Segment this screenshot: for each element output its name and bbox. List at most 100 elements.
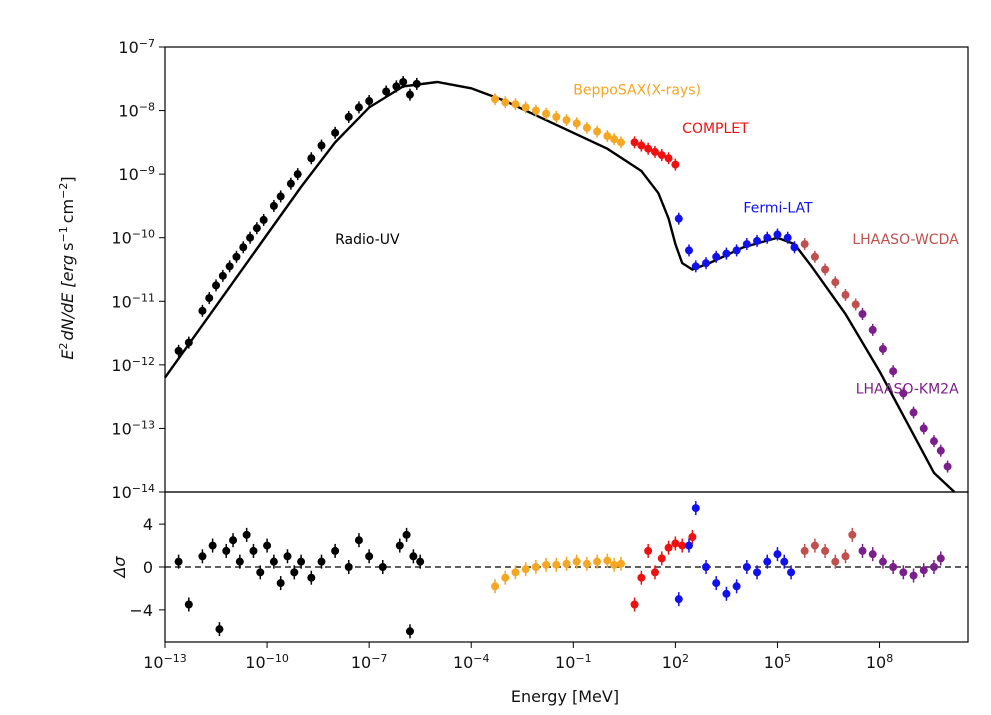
residual-point bbox=[283, 552, 292, 561]
residual-point bbox=[331, 546, 340, 555]
y-tick-label-top: 10−8 bbox=[118, 100, 155, 121]
residual-point bbox=[644, 546, 653, 555]
residual-point bbox=[810, 541, 819, 550]
y-tick-label-top: 10−10 bbox=[111, 227, 155, 248]
data-point bbox=[664, 154, 673, 163]
data-point bbox=[331, 128, 340, 137]
residual-point bbox=[552, 560, 561, 569]
series-fermi-lat bbox=[674, 212, 799, 273]
data-point bbox=[889, 367, 898, 376]
residual-point bbox=[936, 554, 945, 563]
data-point bbox=[511, 100, 520, 109]
y-tick-label-top: 10−13 bbox=[111, 418, 155, 439]
residual-point bbox=[531, 563, 540, 571]
data-point bbox=[198, 306, 207, 315]
data-point bbox=[399, 77, 408, 86]
data-point bbox=[783, 233, 792, 242]
data-point bbox=[722, 249, 731, 258]
ylabel-dn: dN/dE [erg bbox=[58, 255, 77, 341]
residual-series-lhaaso-km2a bbox=[858, 543, 945, 583]
y-tick-label-top: 10−11 bbox=[111, 291, 155, 312]
data-point bbox=[344, 112, 353, 121]
y-tick-label-top: 10−7 bbox=[118, 37, 155, 58]
residual-point bbox=[889, 563, 898, 571]
annotation-label: Fermi-LAT bbox=[743, 200, 813, 216]
residual-point bbox=[290, 568, 299, 577]
ylabel-cm: cm bbox=[58, 199, 77, 223]
data-point bbox=[259, 215, 268, 224]
data-point bbox=[831, 278, 840, 287]
data-point bbox=[225, 262, 234, 271]
data-point bbox=[218, 271, 227, 280]
residual-point bbox=[831, 557, 840, 566]
data-point bbox=[531, 106, 540, 115]
y-tick-label-residual: 0 bbox=[143, 558, 153, 577]
residual-point bbox=[742, 563, 751, 571]
residual-series-fermi-lat bbox=[674, 501, 796, 607]
data-point bbox=[851, 300, 860, 309]
residual-point bbox=[562, 559, 571, 568]
annotation-label: BeppoSAX(X-rays) bbox=[573, 83, 701, 99]
residual-series-lhaaso-wcda bbox=[800, 527, 857, 569]
data-point bbox=[899, 389, 908, 398]
data-point bbox=[909, 408, 918, 417]
residual-point bbox=[249, 546, 258, 555]
residual-point bbox=[269, 557, 278, 566]
data-point bbox=[684, 246, 693, 255]
data-point bbox=[365, 97, 374, 106]
data-point bbox=[650, 147, 659, 156]
residual-point bbox=[582, 559, 591, 568]
residual-point bbox=[354, 536, 363, 545]
annotation-label: Radio-UV bbox=[335, 232, 400, 248]
y-tick-label-residual: 4 bbox=[143, 515, 153, 534]
residual-point bbox=[773, 550, 782, 559]
residual-point bbox=[722, 589, 731, 598]
annotation-label: LHAASO-WCDA bbox=[852, 232, 959, 248]
ylabel-e: E bbox=[58, 349, 77, 360]
residual-point bbox=[650, 568, 659, 577]
residual-panel: 4 0 −4 bbox=[129, 491, 969, 643]
data-point bbox=[841, 290, 850, 299]
residual-point bbox=[235, 557, 244, 566]
data-point bbox=[702, 259, 711, 268]
y-tick-label-top: 10−12 bbox=[111, 354, 155, 375]
data-point bbox=[252, 224, 261, 233]
residual-point bbox=[263, 541, 272, 550]
data-point bbox=[671, 160, 680, 169]
data-point bbox=[269, 201, 278, 210]
data-point bbox=[763, 233, 772, 242]
residual-point bbox=[848, 530, 857, 539]
series-bepposax-x-rays- bbox=[491, 93, 625, 149]
x-tick-label: 102 bbox=[662, 652, 689, 673]
residual-point bbox=[780, 557, 789, 566]
data-point bbox=[691, 262, 700, 271]
data-point bbox=[637, 141, 646, 150]
residual-point bbox=[229, 536, 238, 545]
ylabel-sup2: −1 bbox=[57, 226, 70, 242]
residual-point bbox=[593, 557, 602, 566]
series-radio-uv bbox=[174, 75, 421, 357]
residual-point bbox=[858, 546, 867, 555]
data-point bbox=[593, 127, 602, 136]
data-point bbox=[521, 103, 530, 112]
residual-point bbox=[616, 559, 625, 568]
data-point bbox=[616, 138, 625, 147]
residual-point bbox=[841, 552, 850, 561]
data-point bbox=[821, 265, 830, 274]
data-point bbox=[630, 138, 639, 147]
residual-point bbox=[688, 533, 697, 541]
y-axis-title-residual: Δσ bbox=[110, 556, 129, 580]
data-point bbox=[239, 243, 248, 252]
residual-point bbox=[572, 557, 581, 566]
residual-series-complet bbox=[630, 530, 697, 612]
residual-point bbox=[610, 560, 619, 569]
x-tick-label: 10−4 bbox=[453, 652, 490, 673]
residual-point bbox=[702, 563, 711, 571]
residual-point bbox=[276, 579, 285, 588]
data-point bbox=[542, 109, 551, 118]
data-point bbox=[392, 82, 401, 91]
residual-point bbox=[603, 556, 612, 565]
x-axis: 10−13 10−10 10−7 10−4 10−1 102 105 108 bbox=[143, 642, 893, 672]
residual-point bbox=[409, 552, 418, 561]
